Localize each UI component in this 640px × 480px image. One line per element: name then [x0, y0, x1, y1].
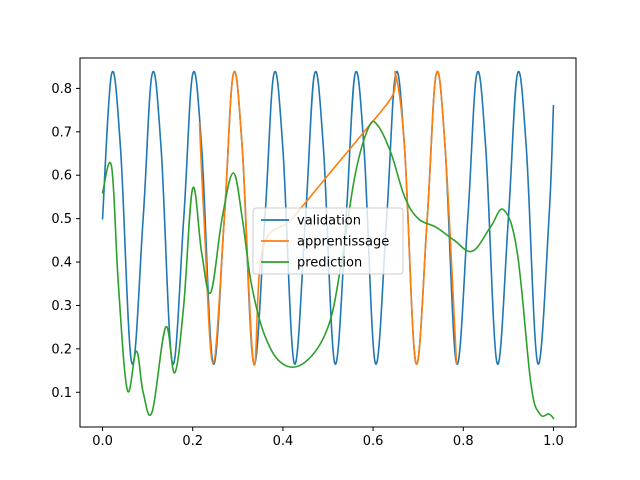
y-tick-label: 0.7: [51, 125, 72, 140]
x-axis: 0.0 0.2 0.4 0.6 0.8 1.0: [92, 427, 564, 449]
x-tick-label: 0.0: [92, 434, 113, 449]
x-tick-label: 0.8: [453, 434, 474, 449]
y-tick-label: 0.2: [51, 342, 72, 357]
y-axis: 0.1 0.2 0.3 0.4 0.5 0.6 0.7 0.8: [51, 82, 80, 401]
y-tick-label: 0.8: [51, 82, 72, 97]
legend-label-prediction: prediction: [297, 256, 362, 271]
series-line-apprentissage: [198, 71, 458, 367]
series-layer: [101, 71, 555, 420]
y-tick-label: 0.1: [51, 386, 72, 401]
legend-box: [252, 207, 404, 275]
legend-label-apprentissage: apprentissage: [297, 235, 389, 250]
x-tick-label: 0.6: [363, 434, 384, 449]
series-line-prediction: [101, 120, 555, 420]
y-tick-label: 0.6: [51, 169, 72, 184]
series-line-validation: [101, 71, 555, 365]
x-tick-label: 0.2: [182, 434, 203, 449]
plot-area-frame: [79, 57, 577, 428]
legend-label-validation: validation: [297, 214, 361, 229]
y-tick-label: 0.5: [51, 212, 72, 227]
x-tick-label: 1.0: [543, 434, 564, 449]
x-tick-label: 0.4: [273, 434, 294, 449]
y-tick-label: 0.4: [51, 256, 72, 271]
y-tick-label: 0.3: [51, 299, 72, 314]
legend: validation apprentissage prediction: [252, 207, 404, 275]
